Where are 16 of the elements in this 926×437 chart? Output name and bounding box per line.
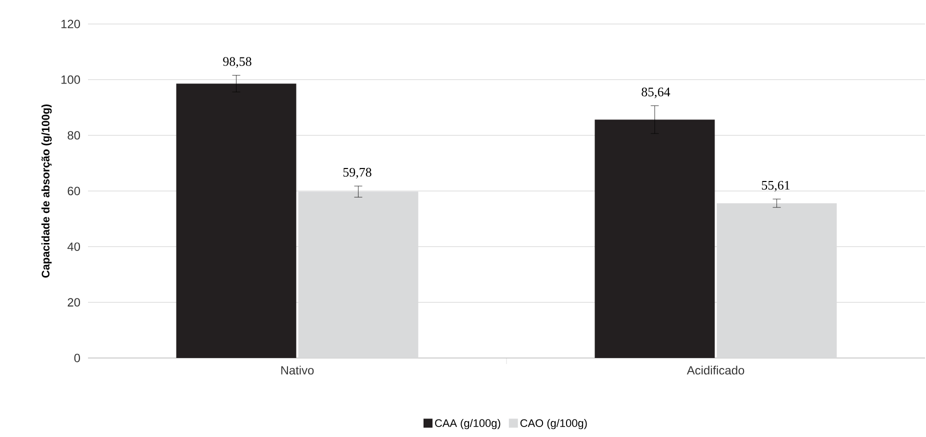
data-label: 55,61: [762, 180, 790, 192]
x-tick-label: Nativo: [281, 366, 314, 375]
y-tick-label: 20: [68, 298, 80, 307]
x-tick-label: Acidificado: [686, 366, 744, 375]
data-label: 98,58: [223, 57, 252, 68]
y-tick-label: 0: [74, 354, 80, 362]
y-tick-label: 80: [68, 131, 80, 140]
y-axis-title: Capacidade de absorção (g/100g): [41, 104, 52, 278]
data-label: 59,78: [343, 168, 372, 179]
y-tick-label: 120: [61, 20, 80, 28]
data-label: 85,64: [642, 88, 670, 98]
legend-label: CAA (g/100g): [435, 418, 500, 430]
y-tick-label: 40: [67, 242, 80, 251]
y-tick-label: 60: [68, 186, 80, 196]
legend-label: CAO (g/100g): [520, 418, 587, 430]
y-tick-label: 100: [61, 75, 80, 84]
